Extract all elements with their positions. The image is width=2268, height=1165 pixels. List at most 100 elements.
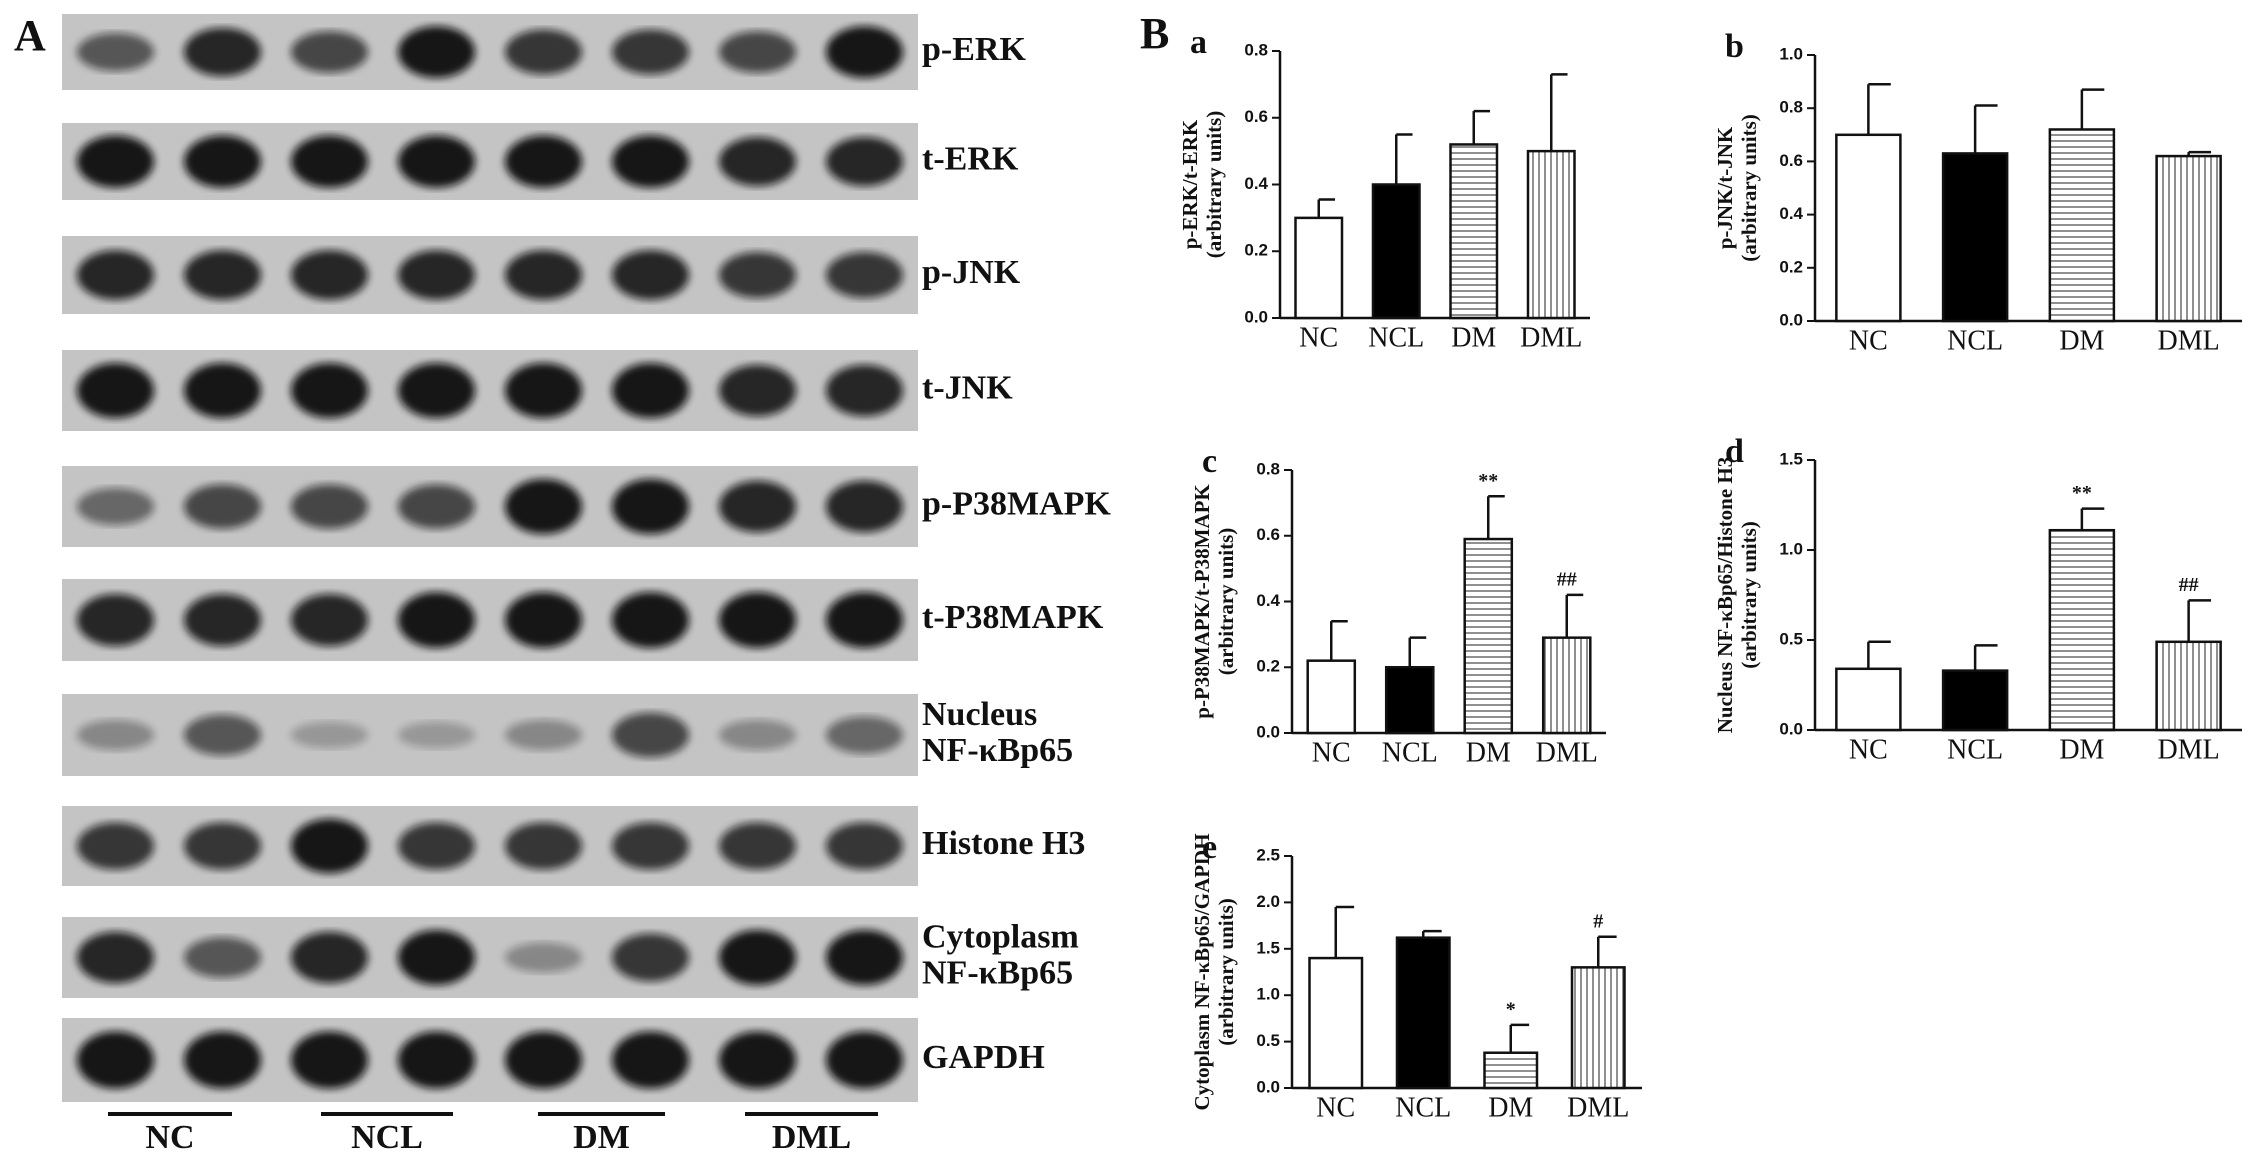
blot-band (76, 593, 155, 647)
blot-band (611, 822, 690, 870)
blot-band (825, 1031, 904, 1089)
y-axis-label: (arbitrary units) (1737, 521, 1761, 669)
y-tick-label: 1.0 (1779, 539, 1803, 558)
blot-band (611, 362, 690, 419)
y-axis-label: (arbitrary units) (1214, 528, 1238, 676)
y-axis-label: p-P38MAPK/t-P38MAPK (1190, 484, 1214, 719)
y-axis-label: p-JNK/t-JNK (1713, 126, 1737, 249)
x-tick-label: NC (1849, 734, 1888, 765)
x-tick-label: NC (1312, 737, 1351, 768)
bar (2048, 128, 2116, 323)
blot-label: p-ERK (922, 31, 1026, 68)
bar (1371, 183, 1421, 320)
blot-band (397, 362, 476, 419)
y-tick-label: 0.4 (1244, 174, 1268, 193)
blot-band (825, 822, 904, 870)
blot-label: p-JNK (922, 254, 1021, 291)
y-tick-label: 0.2 (1244, 241, 1268, 260)
y-axis-label: (arbitrary units) (1214, 898, 1238, 1046)
y-tick-label: 0.5 (1256, 1031, 1280, 1050)
y-tick-label: 1.0 (1256, 985, 1280, 1004)
bar (2048, 528, 2116, 732)
blot-band (611, 712, 690, 758)
y-tick-label: 0.8 (1779, 98, 1803, 117)
y-tick-label: 0.4 (1256, 591, 1280, 610)
y-tick-label: 0.0 (1256, 1077, 1280, 1096)
y-tick-label: 0.5 (1779, 629, 1803, 648)
blot-band (718, 592, 797, 648)
blot-band (76, 135, 155, 188)
bar (1483, 1051, 1539, 1090)
blot-band (504, 942, 583, 973)
bar (1835, 133, 1902, 323)
x-tick-label: NC (1316, 1092, 1355, 1123)
x-tick-label: DM (1466, 737, 1511, 768)
blot-band (825, 364, 904, 417)
significance: ## (2179, 574, 2199, 596)
panel-label: A (14, 11, 46, 60)
x-tick-label: NC (1849, 325, 1888, 356)
bar (1463, 537, 1514, 735)
blot-band (397, 1031, 476, 1089)
blot-band (290, 818, 369, 874)
blot-label: p-P38MAPK (922, 485, 1111, 522)
blot-band (290, 593, 369, 647)
blot-band (825, 716, 904, 754)
blot-band (76, 362, 155, 419)
blot-band (611, 592, 690, 648)
blot-band (611, 250, 690, 300)
bar (1526, 149, 1576, 320)
blot-label: t-JNK (922, 369, 1013, 406)
x-tick-label: DML (1536, 737, 1598, 768)
panel-label: B (1140, 9, 1169, 58)
blot-band (504, 362, 583, 419)
blot-band (611, 1031, 690, 1089)
y-axis-label: Nucleus NF-κBp65/Histone H3 (1713, 457, 1737, 734)
blot-band (183, 484, 262, 529)
chart-label: b (1725, 28, 1744, 65)
blot-band (611, 933, 690, 982)
blot-band (718, 31, 797, 73)
blot-band (718, 719, 797, 751)
blot-band (397, 135, 476, 188)
chart-label: e (1202, 829, 1217, 866)
bar (1941, 152, 2009, 323)
x-tick-label: NCL (1947, 325, 2003, 356)
significance: * (1506, 998, 1516, 1020)
blot-band (76, 931, 155, 984)
bar (1541, 636, 1592, 735)
y-axis-label: Cytoplasm NF-κBp65/GAPDH (1190, 833, 1214, 1110)
blot-band (76, 250, 155, 300)
bar (1941, 669, 2009, 732)
y-tick-label: 2.5 (1256, 845, 1280, 864)
blot-band (611, 29, 690, 75)
blot-band (504, 719, 583, 751)
blot-label: NF-κBp65 (922, 954, 1073, 991)
blot-label: t-P38MAPK (922, 599, 1104, 636)
y-tick-label: 0.8 (1244, 40, 1268, 59)
blot-band (718, 137, 797, 186)
bar (1294, 216, 1344, 320)
blot-band (290, 135, 369, 188)
blot-band (76, 32, 155, 72)
bar (1835, 667, 1902, 732)
blot-band (718, 929, 797, 986)
y-tick-label: 0.2 (1779, 257, 1803, 276)
blot-band (76, 1031, 155, 1089)
blot-band (290, 1031, 369, 1089)
blot-label: Nucleus (922, 696, 1037, 733)
blot-band (183, 822, 262, 870)
blot-band (825, 929, 904, 986)
y-tick-label: 1.5 (1779, 449, 1803, 468)
blot-band (718, 251, 797, 299)
blot-band (290, 362, 369, 419)
blot-band (183, 135, 262, 188)
group-label: DM (573, 1119, 630, 1156)
bar (1570, 966, 1626, 1090)
blot-band (397, 592, 476, 648)
x-tick-label: DML (1567, 1092, 1629, 1123)
blot-band (504, 822, 583, 870)
y-tick-label: 0.0 (1244, 307, 1268, 326)
bar (1308, 956, 1364, 1090)
